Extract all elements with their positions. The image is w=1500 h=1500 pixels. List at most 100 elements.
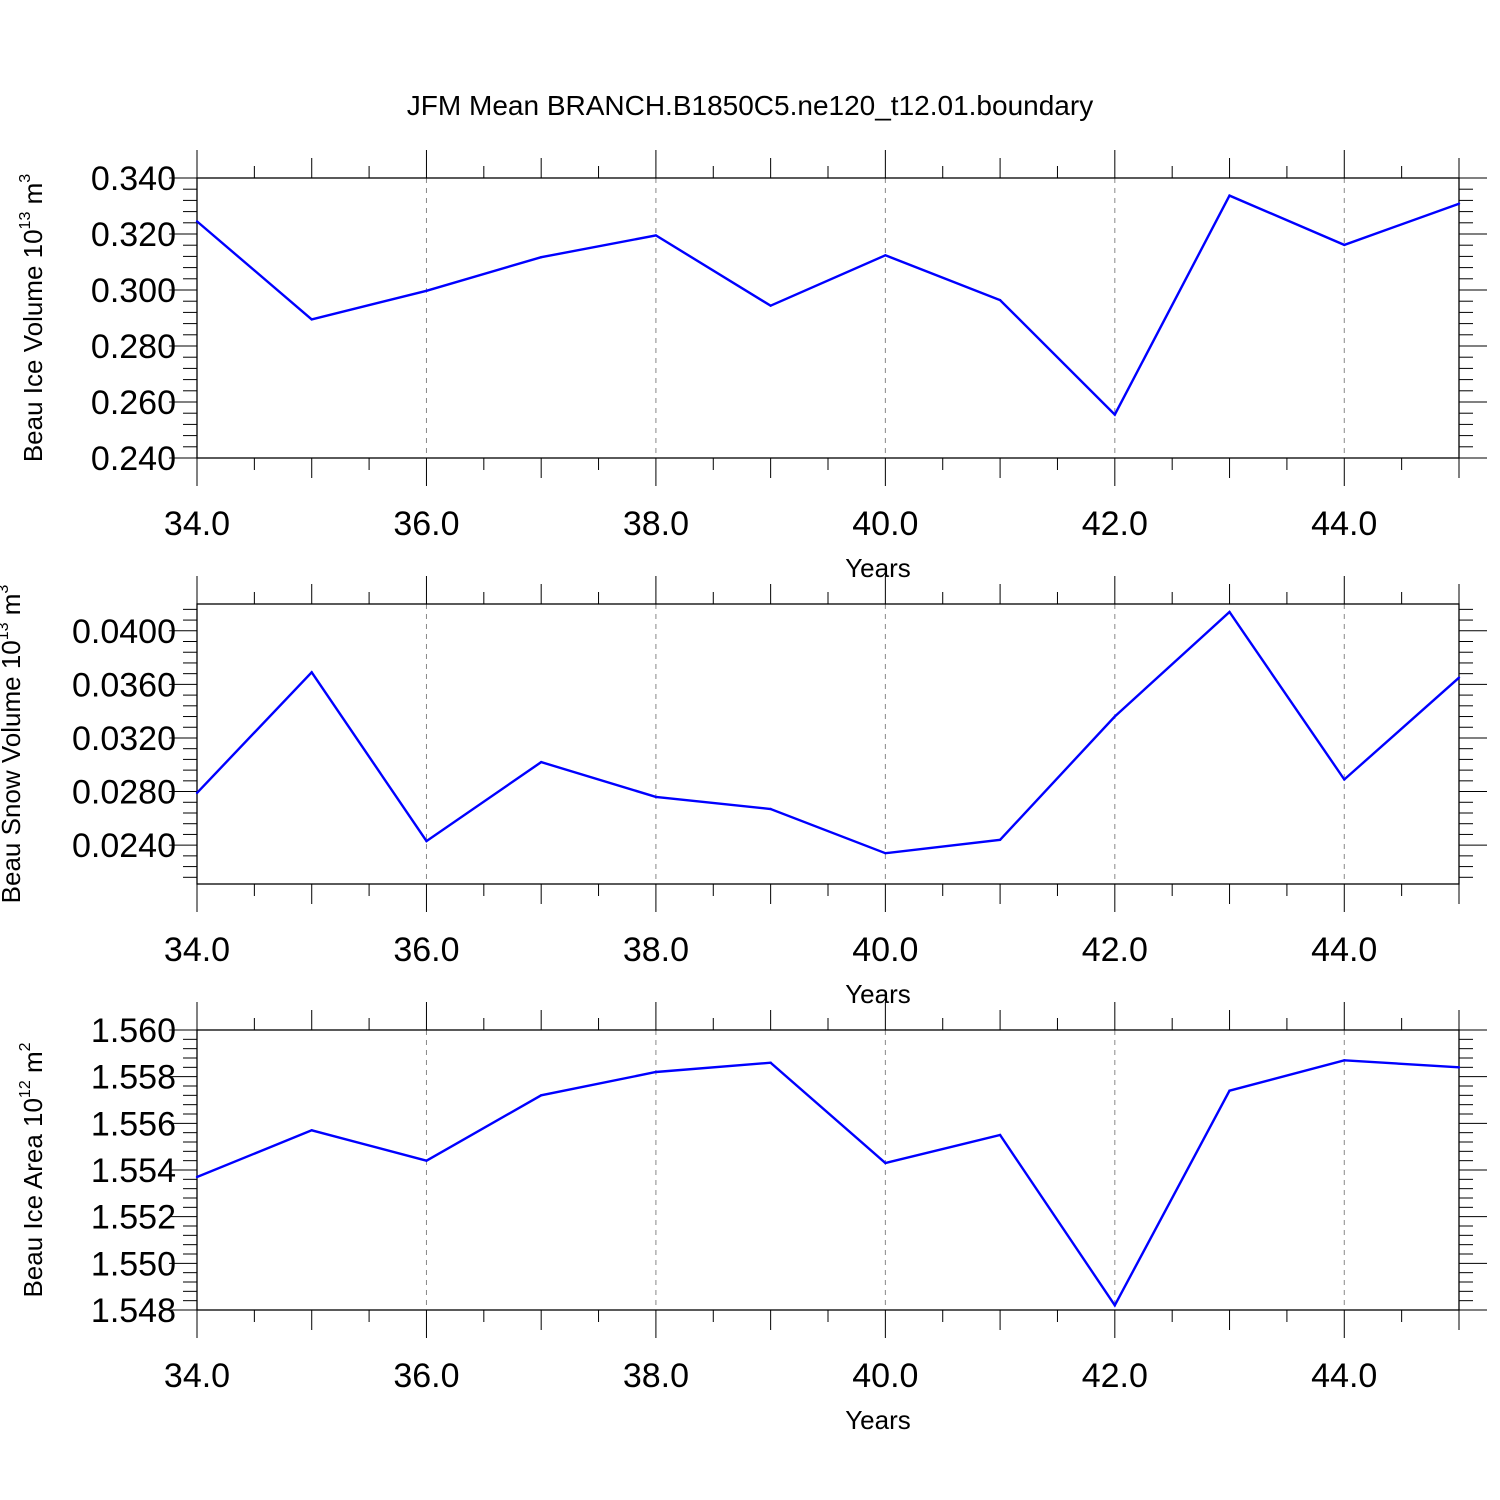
data-point (654, 1070, 658, 1074)
data-point (884, 1161, 887, 1165)
y-axis-title: Beau Ice Area 1012 m2 (17, 1042, 48, 1297)
data-point (310, 318, 313, 321)
y-axis-title-superscript: 2 (17, 1042, 34, 1051)
data-point (310, 671, 313, 674)
data-point (1343, 1059, 1346, 1062)
data-point (1113, 413, 1117, 416)
plot-frame (196, 1029, 1460, 1311)
panel-3: 34.0 36.0 38.0 40.0 42.0 44.0 Years 1.548 1.550 1… (17, 1002, 1487, 1435)
y-tick-label: 0.280 (91, 328, 176, 366)
y-tick-label: 1.548 (91, 1292, 176, 1330)
panel-2: 34.0 36.0 38.0 40.0 42.0 44.0 Years 0.0240 0.028… (0, 576, 1487, 1009)
y-axis-title: Beau Snow Volume 1013 m3 (0, 585, 26, 904)
data-point (1228, 1089, 1231, 1092)
data-point (1343, 778, 1346, 781)
x-tick-label: 42.0 (1082, 931, 1148, 969)
x-tick-label: 44.0 (1311, 931, 1377, 969)
y-axis-title-part: m (0, 594, 26, 623)
series-line (196, 194, 1460, 417)
x-tick-label: 38.0 (623, 931, 689, 969)
data-point (769, 807, 772, 811)
x-tick-label: 40.0 (852, 931, 918, 969)
data-point (769, 1061, 772, 1064)
y-axis-title-superscript: 13 (17, 212, 34, 230)
plot-frame (196, 603, 1460, 885)
x-tick-label: 42.0 (1082, 505, 1148, 543)
series-line (196, 1059, 1460, 1308)
y-tick-label: 0.320 (91, 216, 176, 254)
x-tick-label: 40.0 (852, 1357, 918, 1395)
data-point (884, 254, 887, 257)
y-tick-label: 0.260 (91, 384, 176, 422)
x-tick-label: 44.0 (1311, 1357, 1377, 1395)
y-axis-title-superscript: 13 (0, 622, 12, 640)
series-line (196, 610, 1460, 855)
y-tick-label: 1.554 (91, 1152, 176, 1190)
y-axis-title-part: m (18, 183, 48, 212)
y-tick-label: 0.340 (91, 160, 176, 198)
y-tick-label: 0.0360 (72, 666, 176, 704)
y-tick-label: 0.300 (91, 272, 176, 310)
data-point (998, 298, 1002, 302)
x-tick-label: 40.0 (852, 505, 918, 543)
data-point (539, 256, 543, 259)
y-tick-label: 0.0320 (72, 720, 176, 758)
data-point (195, 791, 199, 795)
x-tick-label: 34.0 (164, 931, 230, 969)
y-tick-label: 0.240 (91, 440, 176, 478)
chart-title: JFM Mean BRANCH.B1850C5.ne120_t12.01.bou… (407, 90, 1093, 121)
data-point (539, 760, 543, 764)
x-tick-label: 38.0 (623, 505, 689, 543)
x-tick-label: 44.0 (1311, 505, 1377, 543)
data-point (654, 795, 658, 799)
x-tick-label: 38.0 (623, 1357, 689, 1395)
y-tick-label: 1.558 (91, 1059, 176, 1097)
data-point (539, 1094, 543, 1097)
x-tick-label: 42.0 (1082, 1357, 1148, 1395)
y-axis-title-part: Beau Ice Volume 10 (18, 229, 48, 462)
x-tick-label: 34.0 (164, 505, 230, 543)
data-point (769, 304, 772, 307)
data-point (425, 289, 428, 293)
data-point (195, 220, 199, 223)
y-axis-title: Beau Ice Volume 1013 m3 (17, 174, 48, 462)
data-point (1113, 1304, 1117, 1307)
y-tick-label: 0.0240 (72, 827, 176, 865)
x-tick-label: 36.0 (393, 931, 459, 969)
data-point (195, 1175, 199, 1179)
y-tick-label: 1.560 (91, 1012, 176, 1050)
plot-frame (196, 177, 1460, 459)
data-point (1457, 676, 1461, 679)
y-axis-title-superscript: 3 (17, 174, 34, 183)
y-tick-label: 0.0280 (72, 774, 176, 812)
y-axis-title-superscript: 12 (17, 1080, 34, 1098)
x-tick-label: 34.0 (164, 1357, 230, 1395)
panel-1: 34.0 36.0 38.0 40.0 42.0 44.0 Years 0.240 0.260 0… (17, 150, 1487, 583)
x-tick-label: 36.0 (393, 1357, 459, 1395)
y-axis-title-part: m (18, 1051, 48, 1080)
x-axis-title: Years (845, 979, 911, 1009)
data-point (425, 1159, 428, 1162)
data-point (425, 839, 428, 843)
x-axis-title: Years (845, 1405, 911, 1435)
data-point (998, 1133, 1002, 1137)
y-axis-title-part: Beau Ice Area 10 (18, 1098, 48, 1297)
data-point (998, 838, 1002, 841)
y-tick-label: 1.556 (91, 1105, 176, 1143)
data-point (1343, 243, 1346, 247)
x-tick-label: 36.0 (393, 505, 459, 543)
y-tick-label: 0.0400 (72, 613, 176, 651)
y-axis-title-superscript: 3 (0, 585, 12, 594)
y-tick-label: 1.552 (91, 1199, 176, 1237)
data-point (1228, 610, 1231, 614)
data-point (1113, 715, 1117, 718)
data-point (654, 234, 658, 237)
data-point (1228, 194, 1231, 197)
data-point (310, 1129, 313, 1132)
panels: 34.0 36.0 38.0 40.0 42.0 44.0 Years 0.240 0.260 0… (0, 150, 1487, 1435)
data-point (1457, 202, 1461, 205)
y-tick-label: 1.550 (91, 1245, 176, 1283)
y-axis-title-part: Beau Snow Volume 10 (0, 640, 26, 903)
data-point (1457, 1066, 1461, 1069)
